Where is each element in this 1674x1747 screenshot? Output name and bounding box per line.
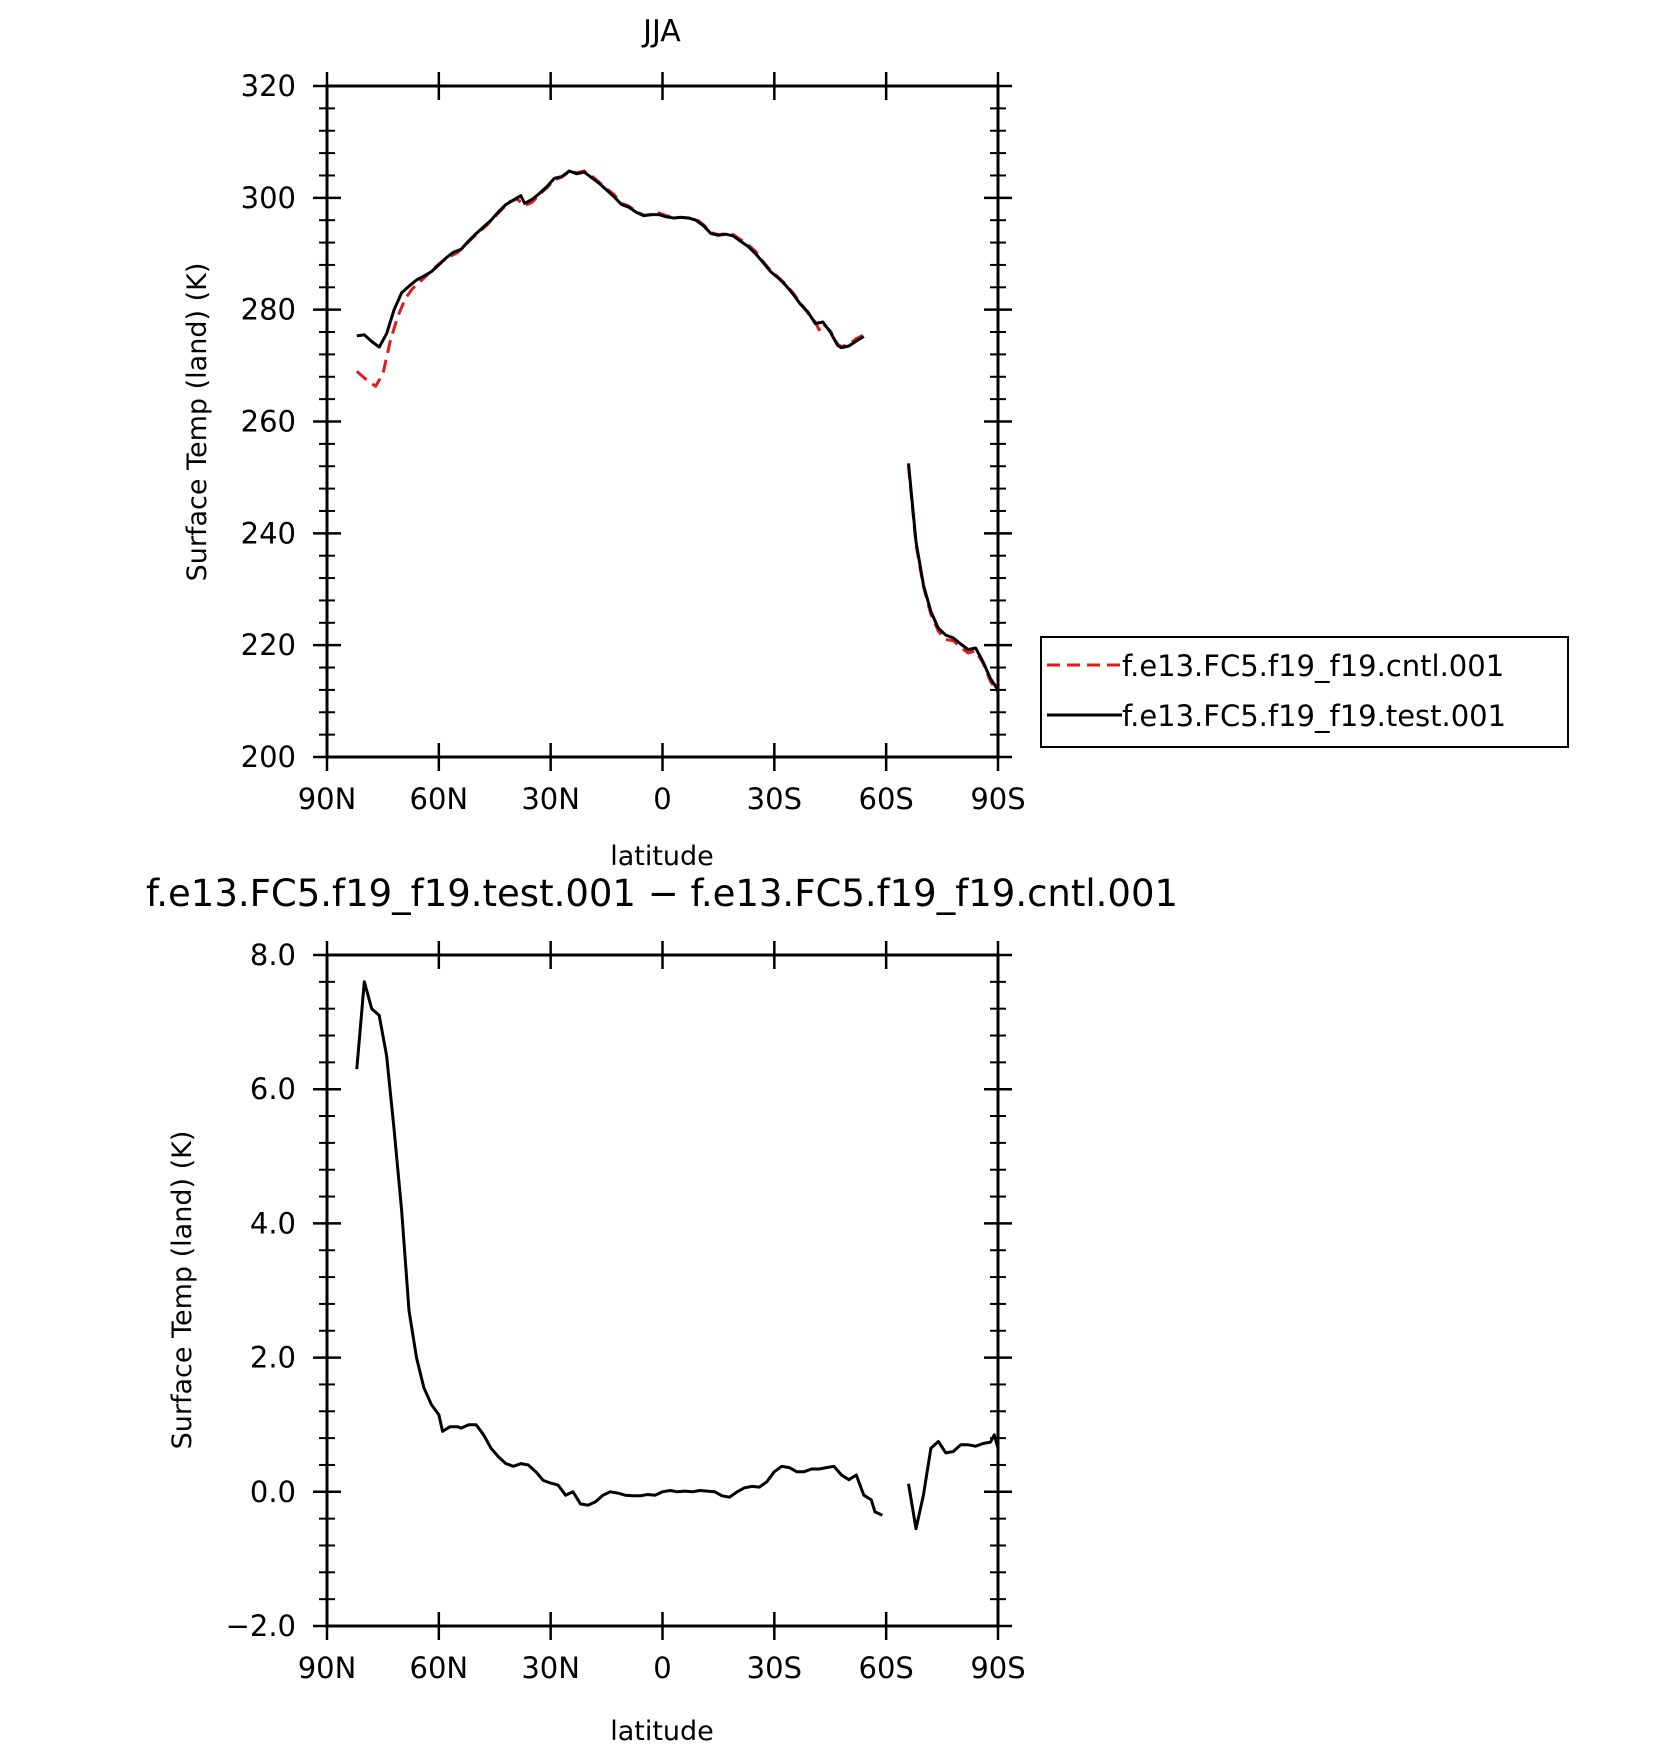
tick-labels: 90N 60N 30N 0 30S 60S 90S 200 220 240 260 280 300 320 [241, 69, 1026, 816]
y-axis-label: Surface Temp (land) (K) [182, 263, 213, 582]
x-tick-label: 30N [521, 782, 580, 816]
x-tick-label: 90N [298, 1651, 357, 1685]
y-tick-label: 260 [241, 405, 296, 439]
x-tick-label: 30S [747, 1651, 802, 1685]
series-line-1-segment-0 [356, 169, 865, 350]
plot-frame [325, 84, 1000, 759]
x-tick-label: 60N [410, 1651, 469, 1685]
y-tick-label: 2.0 [250, 1341, 296, 1375]
legend-box [1040, 636, 1569, 748]
plot-frame [325, 953, 1000, 1628]
x-tick-label: 60N [410, 782, 469, 816]
axis-ticks [313, 72, 1012, 771]
axis-ticks [313, 941, 1012, 1640]
x-tick-label: 90S [970, 1651, 1025, 1685]
y-tick-label: 6.0 [250, 1072, 296, 1106]
y-tick-label: 300 [241, 181, 296, 215]
x-tick-label: 0 [653, 782, 671, 816]
x-tick-label: 30N [521, 1651, 580, 1685]
y-tick-label: −2.0 [226, 1609, 296, 1643]
chart-title: f.e13.FC5.f19_f19.test.001 − f.e13.FC5.f… [146, 872, 1178, 915]
chart-title: JJA [641, 14, 681, 49]
series-line-0-segment-0 [355, 980, 884, 1517]
y-axis-label: Surface Temp (land) (K) [167, 1131, 198, 1450]
series-line-0-segment-1 [907, 1433, 1000, 1531]
x-tick-label: 30S [747, 782, 802, 816]
series-line-0-segment-0 [355, 169, 865, 388]
x-axis-label: latitude [610, 1716, 714, 1747]
x-tick-label: 60S [859, 782, 914, 816]
top-chart: JJA Surface Temp (land) (K) latitude 90N… [182, 14, 1569, 872]
y-tick-label: 280 [241, 293, 296, 327]
x-axis-label: latitude [610, 841, 714, 872]
y-tick-label: 220 [241, 628, 296, 662]
y-tick-label: 4.0 [250, 1206, 296, 1240]
y-tick-label: 320 [241, 69, 296, 103]
legend-label-test: f.e13.FC5.f19_f19.test.001 [1122, 699, 1506, 733]
y-tick-label: 8.0 [250, 938, 296, 972]
tick-labels: 90N 60N 30N 0 30S 60S 90S −2.0 0.0 2.0 4.0 6.0 8.0 [226, 938, 1026, 1685]
plot-lines [355, 169, 1000, 694]
bottom-chart: f.e13.FC5.f19_f19.test.001 − f.e13.FC5.f… [146, 872, 1178, 1747]
legend: f.e13.FC5.f19_f19.cntl.001 f.e13.FC5.f19… [1040, 636, 1569, 748]
y-tick-label: 0.0 [250, 1475, 296, 1509]
x-tick-label: 90S [970, 782, 1025, 816]
x-tick-label: 90N [298, 782, 357, 816]
y-tick-label: 240 [241, 516, 296, 550]
plot-lines [355, 980, 1000, 1531]
series-line-1-segment-1 [907, 463, 1000, 691]
x-tick-label: 0 [653, 1651, 671, 1685]
y-tick-label: 200 [241, 740, 296, 774]
x-tick-label: 60S [859, 1651, 914, 1685]
legend-label-cntl: f.e13.FC5.f19_f19.cntl.001 [1122, 649, 1504, 683]
